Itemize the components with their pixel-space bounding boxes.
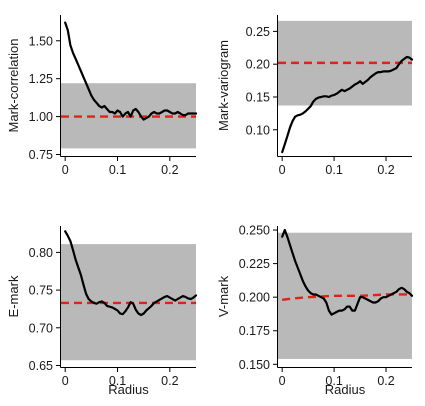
y-axis-title: E-mark [6, 275, 21, 317]
y-tick-label: 0.70 [29, 321, 53, 335]
envelope-band [278, 232, 412, 359]
observed-series-line [281, 228, 414, 316]
panel-bottom-right: 0.150 0.175 0.200 0.225 0.250 0 0.1 0.2 V-mark Ra… [216, 224, 414, 397]
x-tick-label: 0.2 [161, 374, 178, 388]
reference-line [282, 293, 412, 302]
y-tick-label: 1.50 [29, 34, 53, 48]
y-tick-label: 0.175 [239, 324, 270, 338]
y-tick-label: 0.20 [246, 58, 270, 72]
panel-bottom-left: 0.65 0.70 0.75 0.80 0 0.1 0.2 E-mark Radius [6, 226, 198, 397]
x-tick-label: 0.1 [325, 163, 342, 177]
y-tick-label: 0.10 [246, 123, 270, 137]
y-axis-title: Mark-correlation [6, 39, 21, 133]
y-tick-label: 0.150 [239, 358, 270, 372]
y-axis-title: V-mark [216, 275, 231, 317]
x-tick-label: 0 [279, 374, 286, 388]
x-axis-title: Radius [325, 382, 366, 397]
y-axis-title: Mark-variogram [216, 40, 231, 131]
x-tick-label: 0.1 [109, 163, 126, 177]
panel-top-right: 0.10 0.15 0.20 0.25 0 0.1 0.2 Mark-variogram [216, 15, 414, 177]
y-tick-label: 0.80 [29, 246, 53, 260]
y-tick-label: 0.75 [29, 148, 53, 162]
y-tick-label: 0.65 [29, 359, 53, 373]
x-tick-label: 0.2 [377, 163, 394, 177]
x-tick-label: 0 [62, 374, 69, 388]
y-tick-label: 0.75 [29, 284, 53, 298]
x-tick-label: 0.2 [161, 163, 178, 177]
y-tick-label: 1.00 [29, 110, 53, 124]
panel-top-left: 0.75 1.00 1.25 1.50 0 0.1 0.2 Mark-correlation [6, 15, 198, 177]
x-tick-label: 0.1 [109, 374, 126, 388]
x-tick-label: 0.1 [325, 374, 342, 388]
y-tick-label: 0.15 [246, 90, 270, 104]
y-tick-label: 0.25 [246, 25, 270, 39]
x-axis-title: Radius [108, 382, 149, 397]
observed-series-line [281, 55, 414, 154]
x-tick-label: 0.2 [377, 374, 394, 388]
observed-series-line [64, 230, 198, 317]
x-tick-label: 0 [279, 163, 286, 177]
observed-series-line [64, 21, 198, 121]
y-tick-label: 0.225 [239, 257, 270, 271]
x-tick-label: 0 [62, 163, 69, 177]
y-tick-label: 0.250 [239, 224, 270, 238]
y-tick-label: 0.200 [239, 291, 270, 305]
y-tick-label: 1.25 [29, 72, 53, 86]
